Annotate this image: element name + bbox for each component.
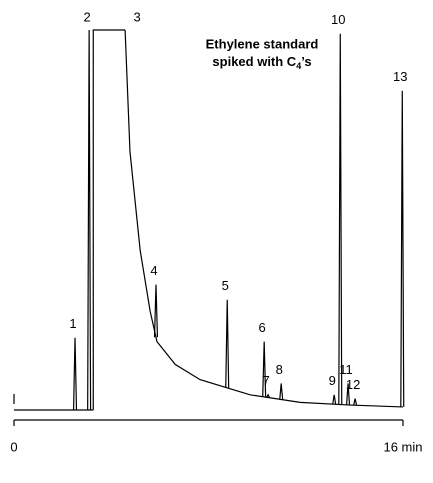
chart-title-line2: spiked with C4’s (212, 54, 311, 71)
x-tick-label: 16 min (383, 439, 422, 454)
peak (225, 299, 230, 388)
peak (353, 398, 358, 406)
peak-label: 11 (339, 362, 353, 377)
peak-label: 2 (84, 9, 91, 24)
peak-label: 3 (133, 9, 140, 24)
peak-label: 13 (393, 69, 407, 84)
peak-label: 6 (259, 320, 266, 335)
peak (345, 383, 351, 405)
peak (338, 33, 343, 405)
chart-title-line1: Ethylene standard (206, 36, 319, 51)
peak-label: 5 (222, 278, 229, 293)
peak (262, 341, 267, 397)
title-text: spiked with C (212, 54, 296, 69)
peak-label: 1 (69, 316, 76, 331)
peak-label: 4 (150, 263, 157, 278)
peak (153, 284, 159, 338)
peak-label: 12 (346, 377, 360, 392)
peak-label: 10 (331, 12, 345, 27)
saturated-peak (92, 29, 126, 410)
peak-label: 8 (276, 362, 283, 377)
peak (266, 393, 271, 398)
peak (87, 29, 92, 411)
tail-line (124, 29, 404, 408)
title-subscript: 4 (296, 61, 301, 71)
peak (332, 394, 337, 405)
peak (72, 337, 78, 411)
peak (279, 383, 284, 400)
peak-label: 9 (329, 373, 336, 388)
peak (400, 90, 405, 407)
x-tick-label: 0 (10, 439, 17, 454)
title-text-end: ’s (301, 54, 311, 69)
peak-label: 7 (262, 373, 269, 388)
